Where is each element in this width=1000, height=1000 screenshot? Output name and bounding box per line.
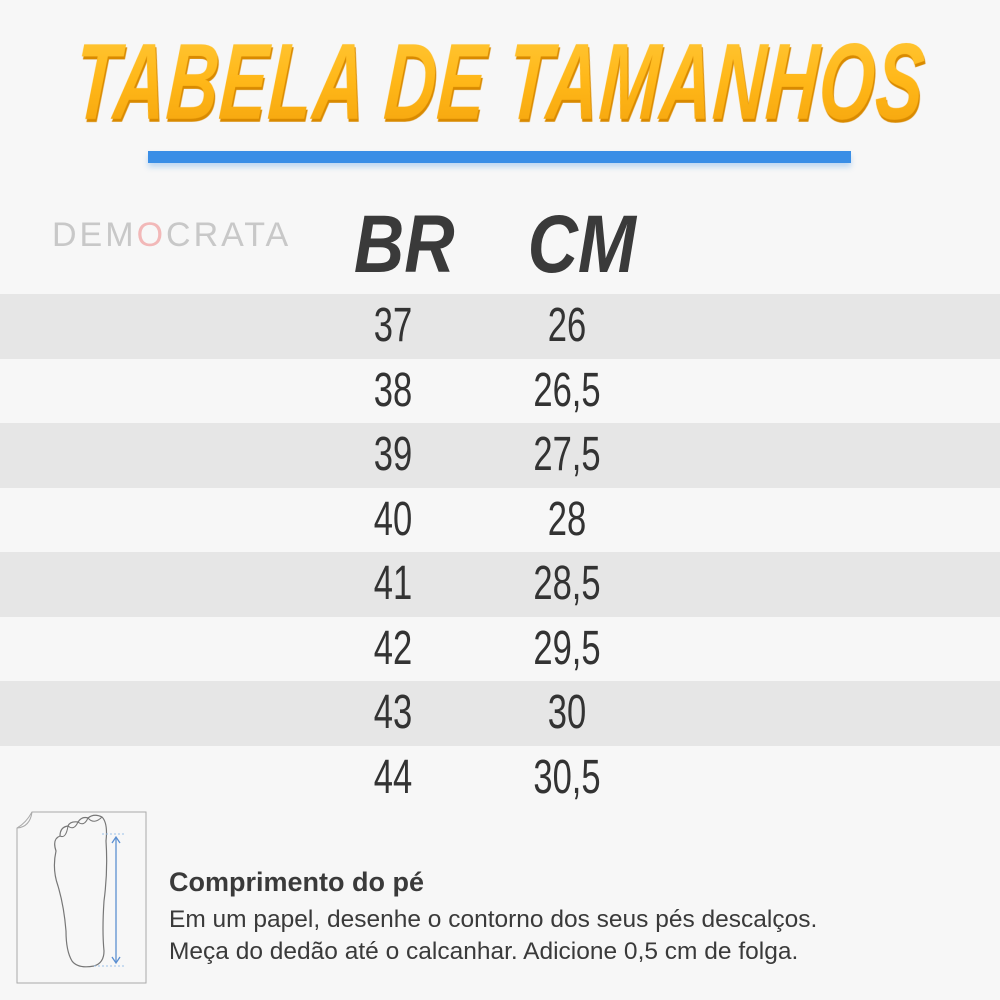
- column-header-cm: CM: [527, 199, 636, 290]
- title-underline: [148, 151, 851, 163]
- table-row: 41 28,5: [0, 552, 1000, 617]
- size-cm: 29,5: [533, 621, 601, 675]
- size-br: 43: [373, 686, 413, 739]
- help-title: Comprimento do pé: [169, 867, 424, 897]
- size-cm: 28,5: [533, 557, 601, 610]
- foot-outline-icon: [16, 811, 147, 984]
- size-br: 37: [373, 299, 413, 352]
- size-cm: 28: [547, 492, 587, 546]
- table-row: 40 28: [0, 488, 1000, 553]
- size-table: 37 26 38 26,5 39 27,5 40 28 41 28,5 42 29,5 43 30 44 30…: [0, 294, 1000, 810]
- table-row: 38 26,5: [0, 359, 1000, 424]
- size-br: 41: [373, 557, 413, 610]
- table-row: 43 30: [0, 681, 1000, 746]
- size-cm: 26,5: [533, 363, 601, 417]
- table-row: 37 26: [0, 294, 1000, 359]
- size-cm: 30: [547, 686, 587, 739]
- page-title: TABELA DE TAMANHOS: [70, 21, 930, 142]
- table-row: 42 29,5: [0, 617, 1000, 682]
- size-br: 44: [373, 750, 413, 804]
- help-text-line-2: Meça do dedão até o calcanhar. Adicione …: [169, 938, 799, 965]
- size-br: 38: [373, 363, 413, 417]
- size-br: 40: [373, 492, 413, 546]
- size-cm: 26: [547, 299, 587, 352]
- size-br: 39: [373, 428, 413, 481]
- measure-arrow-icon: [111, 835, 121, 965]
- size-cm: 27,5: [533, 428, 601, 481]
- brand-logo: DEMOCRATA: [52, 216, 292, 254]
- size-cm: 30,5: [533, 750, 601, 804]
- table-row: 44 30,5: [0, 746, 1000, 811]
- help-text-line-1: Em um papel, desenhe o contorno dos seus…: [169, 906, 818, 933]
- table-row: 39 27,5: [0, 423, 1000, 488]
- size-br: 42: [373, 621, 413, 675]
- column-header-br: BR: [353, 199, 455, 290]
